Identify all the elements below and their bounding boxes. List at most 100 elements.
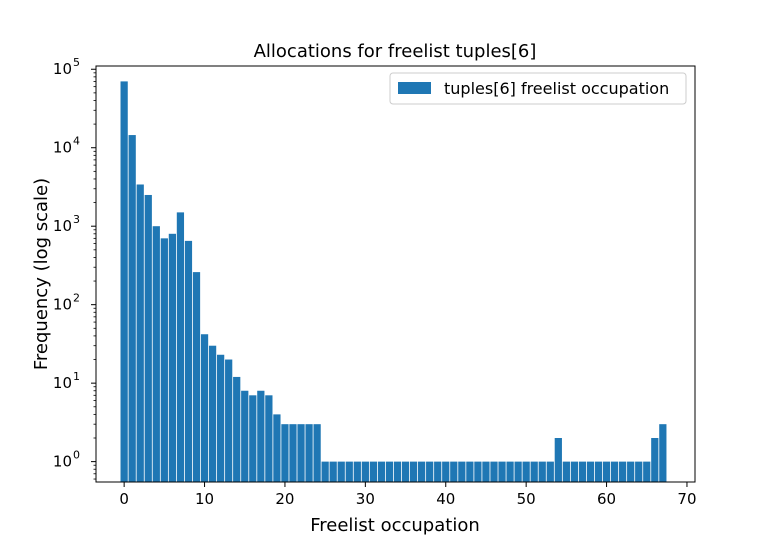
bar [458, 461, 466, 482]
bar [514, 461, 522, 482]
legend: tuples[6] freelist occupation [389, 72, 687, 105]
chart-title: Allocations for freelist tuples[6] [254, 41, 537, 62]
y-tick-exponent: 0 [73, 449, 80, 462]
bar [498, 461, 506, 482]
bar [651, 438, 659, 482]
bar [409, 461, 418, 482]
bar [136, 184, 144, 483]
bar [450, 461, 458, 482]
x-tick-label: 30 [356, 490, 375, 508]
x-tick-label: 50 [517, 490, 536, 508]
y-tick-exponent: 4 [73, 135, 80, 148]
x-tick-label: 60 [597, 490, 616, 508]
x-tick-label: 70 [677, 490, 696, 508]
bar [530, 461, 538, 482]
bar [233, 376, 241, 482]
bar [522, 461, 530, 482]
bar [168, 233, 176, 482]
bar [217, 354, 225, 482]
x-axis-label: Freelist occupation [310, 515, 480, 536]
bar [345, 461, 353, 482]
bar [241, 390, 249, 482]
bar [120, 81, 128, 483]
bar [442, 461, 450, 482]
bar [144, 194, 152, 482]
bar [466, 461, 474, 482]
bar [160, 238, 168, 482]
bar [377, 461, 386, 482]
bar [152, 226, 160, 482]
y-tick-exponent: 5 [73, 56, 80, 69]
y-tick-label: 10 [53, 453, 72, 471]
bar [192, 272, 201, 482]
bar [257, 390, 265, 482]
bar [635, 461, 643, 482]
bar [538, 461, 546, 482]
bar [474, 461, 482, 482]
bar [426, 461, 434, 482]
bar [361, 461, 369, 482]
bar [353, 461, 361, 482]
bar [418, 461, 426, 482]
bar [594, 461, 603, 482]
bar [610, 461, 619, 482]
bar [482, 461, 490, 482]
bar [281, 424, 289, 482]
bar [659, 424, 667, 482]
bar [385, 461, 394, 482]
bar [369, 461, 378, 482]
bar [506, 461, 514, 482]
y-tick-exponent: 2 [73, 292, 80, 305]
legend-swatch [398, 82, 431, 94]
bar [128, 135, 136, 482]
bar [176, 212, 185, 482]
legend-label: tuples[6] freelist occupation [444, 79, 669, 98]
bar [225, 359, 233, 482]
y-tick-label: 10 [53, 217, 72, 235]
bar [305, 424, 313, 482]
bar [321, 461, 329, 482]
plot-frame [95, 65, 696, 483]
bar [434, 461, 442, 482]
y-tick-exponent: 3 [73, 213, 80, 226]
bar [602, 461, 611, 482]
bars-group [120, 81, 667, 483]
bar [619, 461, 627, 482]
bar [249, 395, 257, 482]
y-tick-label: 10 [53, 296, 72, 314]
bar [570, 461, 579, 482]
legend-box [389, 72, 687, 105]
bar [273, 414, 281, 482]
bar [401, 461, 410, 482]
bar [265, 395, 273, 482]
bar [200, 334, 209, 482]
y-tick-label: 10 [53, 139, 72, 157]
bar [393, 461, 402, 482]
x-axis: 0 10 20 30 40 50 60 70 [119, 482, 697, 508]
bar [578, 461, 587, 482]
y-tick-label: 10 [53, 60, 72, 78]
bar [554, 438, 562, 482]
bar [289, 424, 297, 482]
bar [586, 461, 595, 482]
bar [546, 461, 554, 482]
bar [490, 461, 498, 482]
bar [337, 461, 345, 482]
bar [313, 424, 321, 482]
y-axis-label: Frequency (log scale) [31, 178, 52, 370]
x-tick-label: 40 [436, 490, 455, 508]
x-tick-label: 10 [195, 490, 214, 508]
bar [297, 424, 305, 482]
bar [208, 345, 217, 482]
x-tick-label: 0 [119, 490, 129, 508]
y-tick-exponent: 1 [73, 370, 80, 383]
bar [329, 461, 337, 482]
bar [643, 461, 651, 482]
y-tick-label: 10 [53, 374, 72, 392]
x-tick-label: 20 [275, 490, 294, 508]
bar [562, 461, 570, 482]
bar [627, 461, 635, 482]
bar [184, 240, 193, 482]
